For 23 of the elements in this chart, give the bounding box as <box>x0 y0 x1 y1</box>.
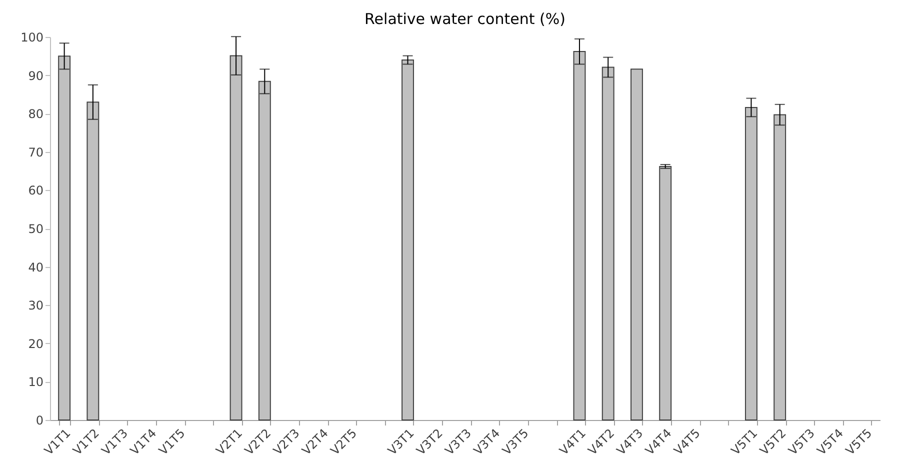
bar <box>602 66 614 420</box>
bar <box>774 114 786 420</box>
y-tick-label: 20 <box>28 336 44 351</box>
y-tick-label: 10 <box>28 375 44 390</box>
bar <box>402 59 414 420</box>
bar <box>573 51 586 420</box>
y-tick-label: 40 <box>28 260 44 274</box>
bar <box>58 56 71 420</box>
y-tick-label: 30 <box>28 298 44 313</box>
y-tick-label: 90 <box>28 68 44 83</box>
y-tick-label: 100 <box>20 30 44 44</box>
bar <box>659 166 672 420</box>
y-tick-label: 70 <box>28 145 44 160</box>
bar <box>230 55 242 420</box>
y-tick-label: 0 <box>36 414 44 428</box>
y-tick-label: 60 <box>28 184 44 198</box>
bar <box>630 68 643 420</box>
bar <box>258 80 271 420</box>
bar <box>86 102 100 420</box>
chart-title: Relative water content (%) <box>364 10 566 28</box>
y-tick-label: 50 <box>28 222 44 236</box>
y-tick-label: 80 <box>28 107 44 122</box>
bar <box>744 106 758 420</box>
